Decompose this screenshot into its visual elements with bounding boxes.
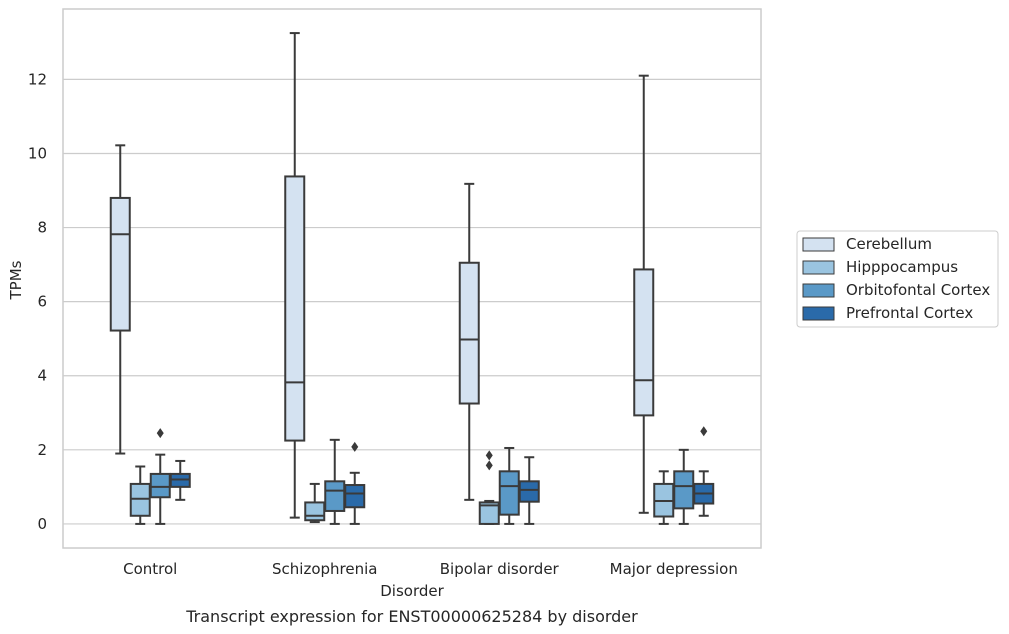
box-iqr [109, 196, 131, 332]
box-iqr [149, 472, 171, 499]
chart-caption: Transcript expression for ENST0000062528… [185, 607, 638, 626]
x-tick-label: Bipolar disorder [440, 560, 560, 578]
box-orbitofontal-cortex [498, 446, 520, 525]
outlier-point [156, 428, 164, 439]
y-axis-label: TPMs [7, 260, 25, 300]
x-axis-label: Disorder [380, 582, 444, 600]
box-iqr [324, 480, 346, 512]
outlier-point [700, 426, 708, 437]
y-tick-label: 4 [37, 367, 47, 385]
box-iqr [673, 470, 695, 510]
legend-swatch [802, 237, 835, 252]
y-tick-label: 10 [28, 144, 47, 162]
box-cerebellum [633, 74, 655, 514]
box-iqr [518, 480, 540, 503]
box-hipppocampus [304, 482, 326, 524]
x-tick-label: Schizophrenia [272, 560, 377, 578]
x-tick-labels: Control Schizophrenia Bipolar disorder Majo… [123, 560, 738, 578]
x-tick-label: Control [123, 560, 177, 578]
box-iqr [284, 175, 306, 442]
box-prefrontal-cortex [518, 456, 540, 525]
box-iqr [129, 482, 151, 517]
plot-frame [62, 8, 762, 549]
box-iqr [458, 261, 480, 405]
box-cerebellum [458, 182, 480, 501]
box-orbitofontal-cortex [324, 438, 346, 525]
box-prefrontal-cortex [169, 459, 191, 501]
outlier-point [485, 450, 493, 461]
boxes [109, 32, 715, 525]
box-iqr [304, 501, 326, 522]
legend-swatch [802, 283, 835, 298]
box-hipppocampus [478, 450, 500, 525]
x-tick-label: Major depression [610, 560, 738, 578]
legend: Cerebellum Hipppocampus Orbitofontal Corte… [796, 230, 999, 328]
box-prefrontal-cortex [693, 426, 715, 517]
y-tick-label: 2 [37, 441, 47, 459]
box-prefrontal-cortex [344, 441, 366, 525]
y-tick-label: 6 [37, 293, 47, 311]
outlier-point [351, 441, 359, 452]
box-iqr [344, 484, 366, 509]
box-iqr [498, 470, 520, 516]
box-iqr [633, 268, 655, 417]
outlier-point [485, 460, 493, 471]
y-tick-label: 0 [37, 515, 47, 533]
legend-label: Hipppocampus [846, 258, 958, 276]
legend-swatch [802, 306, 835, 321]
legend-frame [796, 230, 999, 328]
box-cerebellum [109, 144, 131, 455]
box-orbitofontal-cortex [673, 448, 695, 525]
y-tick-label: 8 [37, 219, 47, 237]
box-hipppocampus [653, 470, 675, 525]
y-tick-label: 12 [28, 70, 47, 88]
box-hipppocampus [129, 465, 151, 525]
legend-label: Prefrontal Cortex [846, 304, 973, 322]
legend-swatch [802, 260, 835, 275]
legend-label: Orbitofontal Cortex [846, 281, 990, 299]
y-tick-labels: 0 2 4 6 8 10 12 [28, 70, 47, 533]
legend-label: Cerebellum [846, 235, 932, 253]
gridlines [63, 78, 761, 525]
box-cerebellum [284, 32, 306, 519]
box-orbitofontal-cortex [149, 428, 171, 525]
